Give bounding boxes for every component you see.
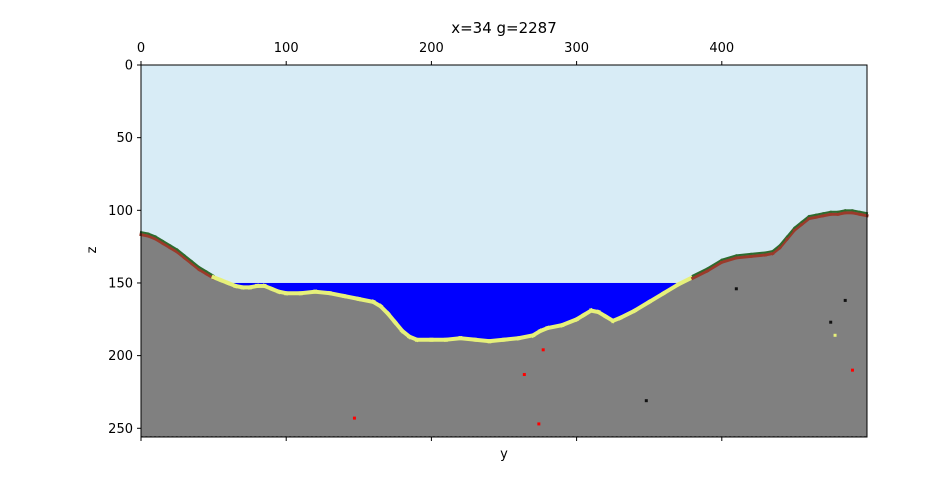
grass-layer	[785, 226, 796, 238]
sand-layer	[660, 281, 681, 296]
dirt-layer	[705, 260, 724, 273]
dirt-layer	[792, 222, 804, 233]
grass-layer	[749, 251, 767, 256]
sand-layer	[327, 290, 347, 299]
grass-layer	[858, 210, 869, 215]
dirt-layer	[690, 268, 710, 281]
sand-layer	[646, 290, 667, 305]
grass-layer	[771, 243, 782, 253]
grass-layer	[705, 258, 724, 270]
grass-layer	[168, 243, 179, 251]
y-tick-label: 150	[108, 276, 133, 291]
ore-point	[522, 373, 526, 377]
sand-layer	[356, 296, 376, 305]
coal-point	[829, 320, 833, 324]
sand-layer	[559, 316, 580, 328]
coal-point	[734, 287, 738, 291]
chart-title: x=34 g=2287	[451, 19, 557, 37]
sand-layer	[472, 337, 492, 344]
grass-layer	[822, 210, 832, 215]
sand-layer	[487, 337, 507, 344]
sand-layer	[341, 293, 362, 302]
x-axis-label: y	[500, 447, 508, 462]
dirt-layer	[857, 212, 869, 218]
grass-layer	[154, 235, 165, 243]
y-tick-label: 200	[108, 349, 133, 364]
sand-layer	[516, 332, 536, 341]
grass-layer	[175, 248, 186, 257]
dirt-layer	[182, 255, 194, 266]
sand-layer	[617, 307, 638, 321]
sand-layer	[298, 289, 318, 296]
ore-point	[850, 368, 854, 372]
ore-point	[537, 422, 541, 426]
grass-layer	[183, 253, 194, 263]
grass-layer	[139, 230, 150, 235]
dirt-layer	[785, 228, 797, 242]
grass-layer	[792, 220, 804, 230]
y-tick-label: 0	[125, 59, 133, 74]
grass-layer	[778, 235, 789, 247]
grass-layer	[815, 212, 825, 216]
y-axis-label: z	[85, 246, 100, 253]
y-tick-label: 100	[108, 204, 133, 219]
grass-layer	[720, 254, 738, 261]
grass-layer	[146, 232, 157, 238]
grass-layer	[851, 209, 861, 213]
plot-frame	[140, 64, 868, 438]
x-tick-label: 400	[709, 41, 734, 56]
ore-point	[352, 416, 356, 420]
coal-point	[843, 298, 847, 302]
plot-area	[139, 65, 869, 437]
grass-layer	[691, 267, 709, 278]
grass-layer	[807, 213, 818, 218]
sand-layer	[458, 336, 478, 342]
sand-point	[833, 333, 837, 337]
grass-layer	[161, 239, 172, 247]
dirt-layer	[734, 254, 753, 260]
y-tick-label: 250	[108, 422, 133, 437]
dirt-layer	[175, 249, 187, 260]
x-tick-label: 300	[564, 41, 589, 56]
dirt-layer	[749, 253, 768, 259]
grass-layer	[800, 214, 811, 224]
grass-layer	[190, 259, 201, 269]
ore-point	[541, 348, 545, 352]
dirt-layer	[770, 245, 782, 256]
sand-layer	[631, 299, 652, 314]
sand-layer	[675, 274, 696, 288]
x-tick-label: 0	[137, 41, 145, 56]
sand-layer	[545, 322, 565, 331]
y-tick-label: 50	[116, 131, 133, 146]
x-tick-label: 200	[419, 41, 444, 56]
coal-point	[644, 399, 648, 403]
grass-layer	[197, 265, 208, 273]
sand-layer	[501, 336, 521, 342]
grass-layer	[836, 209, 847, 213]
x-tick-label: 100	[274, 41, 299, 56]
dirt-layer	[189, 261, 202, 272]
sand-layer	[443, 336, 463, 342]
grass-layer	[735, 252, 752, 257]
dirt-layer	[719, 255, 739, 265]
y-axis: 0 50 100 150 200 250	[108, 59, 141, 437]
x-axis: 0 100 200 300 400	[137, 41, 734, 441]
sand-layer	[313, 289, 332, 296]
dirt-layer	[777, 236, 790, 250]
stone-terrain	[141, 210, 867, 437]
grass-layer	[764, 249, 774, 254]
